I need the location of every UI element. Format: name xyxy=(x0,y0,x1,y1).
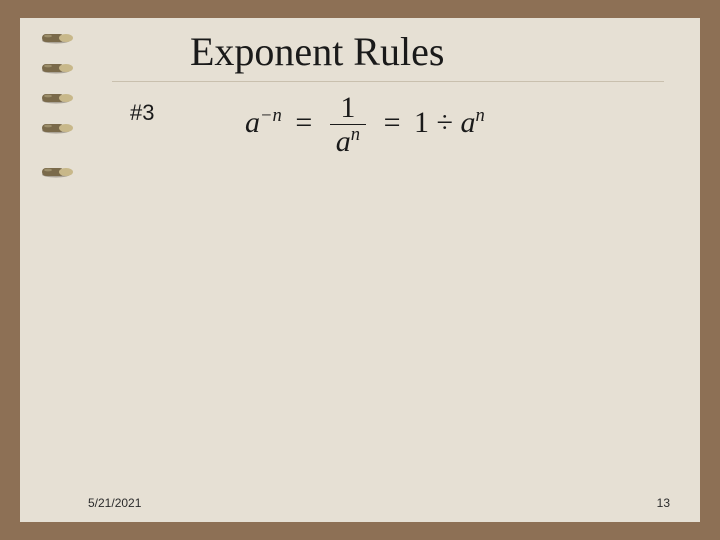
title-underline xyxy=(112,81,664,82)
eq-base: a xyxy=(336,125,351,158)
slide-title: Exponent Rules xyxy=(190,28,444,75)
footer-page-number: 13 xyxy=(657,496,670,510)
equation-fraction: 1 an xyxy=(330,92,366,157)
bullet-icon xyxy=(40,166,74,178)
divide-sign: ÷ xyxy=(437,106,453,139)
eq-exp: −n xyxy=(260,105,282,126)
fraction-numerator: 1 xyxy=(330,92,366,124)
bullet-icon xyxy=(40,122,74,134)
fraction-denominator: an xyxy=(330,124,366,158)
bullet-icon xyxy=(40,32,74,44)
footer-date: 5/21/2021 xyxy=(88,496,141,510)
eq-one: 1 xyxy=(414,106,429,139)
eq-base: a xyxy=(245,106,260,139)
bullet-icon xyxy=(40,62,74,74)
equation: a−n = 1 an = 1 ÷ an xyxy=(245,90,485,155)
eq-exp: n xyxy=(351,124,360,145)
equation-rhs: 1 ÷ an xyxy=(414,105,485,140)
eq-exp: n xyxy=(475,105,484,126)
equation-lhs: a−n xyxy=(245,105,282,140)
bullet-icon xyxy=(40,92,74,104)
equals-sign: = xyxy=(289,106,318,140)
rule-number: #3 xyxy=(130,100,154,126)
equals-sign: = xyxy=(378,106,407,140)
eq-base: a xyxy=(460,106,475,139)
slide: Exponent Rules #3 a−n = 1 an = 1 ÷ an 5/… xyxy=(20,18,700,522)
bullet-strip xyxy=(20,18,82,522)
